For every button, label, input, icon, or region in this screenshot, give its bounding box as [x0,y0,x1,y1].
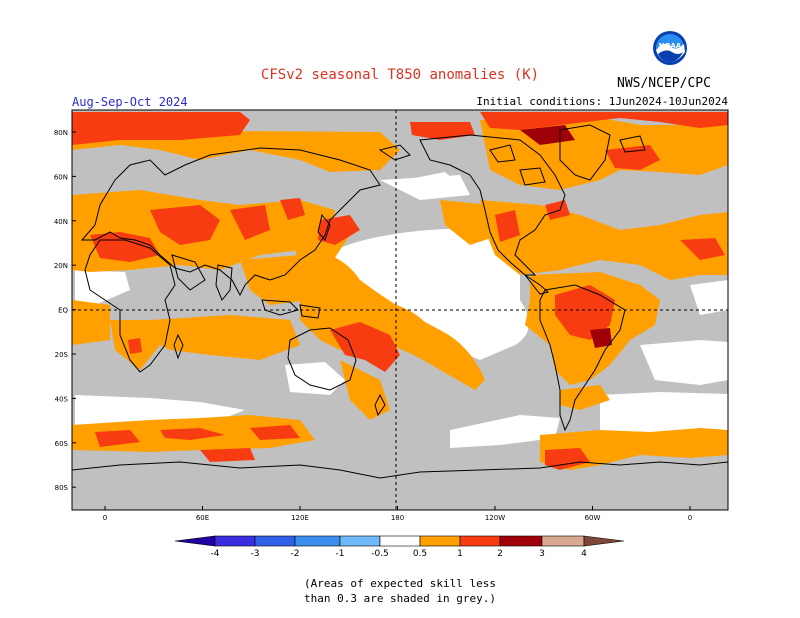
lat-tick-label: 60S [55,440,69,448]
legend-swatch [459,535,501,547]
legend-swatch [254,535,296,547]
legend-tick-label: -0.5 [371,549,389,559]
lat-tick-label: 40S [55,395,69,403]
logo-text: NOAA [659,42,682,50]
legend-tick-label: 1 [457,549,463,559]
legend-tick-label: -2 [291,549,300,559]
lat-tick-label: 20S [55,351,69,359]
skill-footnote: (Areas of expected skill less than 0.3 a… [0,576,800,606]
coastlines [72,124,728,479]
footnote-line-2: than 0.3 are shaded in grey.) [303,592,497,605]
lon-tick-label: 180 [391,514,404,522]
legend-tick-label: 3 [539,549,545,559]
footnote-line-1: (Areas of expected skill less [303,577,497,590]
legend-swatch [499,535,543,547]
lon-tick-label: 60W [585,514,601,522]
legend-swatch [294,535,341,547]
legend-swatch [419,535,461,547]
initial-conditions-label: Initial conditions: 1Jun2024-10Jun2024 [476,95,728,108]
legend-swatch [214,535,256,547]
legend-swatch [339,535,381,547]
legend-tick-label: 2 [497,549,503,559]
season-label: Aug-Sep-Oct 2024 [72,95,188,109]
agency-label: NWS/NCEP/CPC [617,76,711,91]
legend-swatch [379,535,421,547]
legend-tick-label: -4 [211,549,220,559]
lat-tick-label: 20N [54,262,68,270]
legend-tick-label: 0.5 [413,549,427,559]
lon-tick-label: 0 [103,514,107,522]
lat-tick-label: 80N [54,129,68,137]
lat-tick-label: EQ [58,307,68,315]
lat-tick-label: 60N [54,173,68,181]
latitude-axis: 80N 60N 40N 20N EQ 20S 40S 60S 80S [54,129,76,492]
lon-tick-label: 120W [485,514,505,522]
legend-swatch-below-minus-4 [174,535,216,547]
color-legend: -4 -3 -2 -1 -0.5 0.5 1 2 3 4 [174,535,625,559]
legend-tick-label: 4 [581,549,587,559]
lat-tick-label: 40N [54,218,68,226]
legend-swatch-above-4 [583,535,625,547]
longitude-axis: 0 60E 120E 180 120W 60W 0 [103,506,692,522]
legend-swatch [541,535,585,547]
lon-tick-label: 0 [688,514,692,522]
legend-tick-label: -3 [251,549,260,559]
chart-title: CFSv2 seasonal T850 anomalies (K) [260,67,540,83]
lon-tick-label: 120E [291,514,309,522]
lon-tick-label: 60E [196,514,209,522]
map-field [72,110,728,510]
legend-tick-label: -1 [336,549,345,559]
lat-tick-label: 80S [55,484,69,492]
noaa-logo: NOAA [653,31,687,65]
